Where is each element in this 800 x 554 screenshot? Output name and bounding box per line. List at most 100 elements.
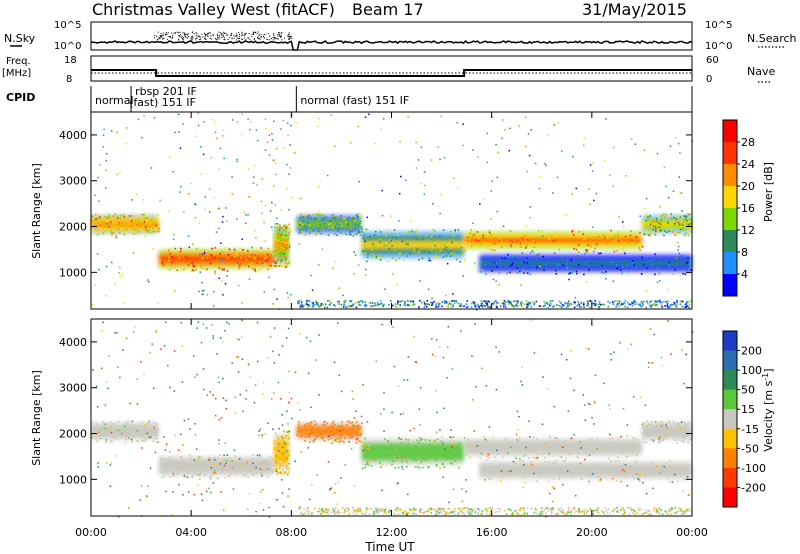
power-colorbar-tick-label: 16: [741, 202, 755, 215]
power-colorbar-label: Power [dB]: [762, 162, 775, 222]
velocity-colorbar-swatch: [723, 487, 737, 508]
freq-tick-top: 18: [64, 55, 77, 66]
backscatter-band: [273, 223, 291, 269]
power-colorbar-swatch: [723, 164, 737, 187]
noise-panel: N.Sky 10^5 10^0 10^5 10^0 N.Search: [4, 20, 797, 52]
time-tick-label: 16:00: [476, 526, 508, 539]
frequency-line: [91, 69, 692, 77]
backscatter-band: [296, 420, 363, 444]
power-colorbar-tick-label: 20: [741, 180, 755, 193]
time-tick-label: 00:00: [676, 526, 708, 539]
power-ylabel: Slant Range [km]: [30, 163, 43, 259]
range-tick-label: 2000: [59, 221, 87, 234]
range-tick-label: 3000: [59, 175, 87, 188]
range-tick-label: 2000: [59, 428, 87, 441]
time-axis-label: Time UT: [364, 540, 415, 554]
velocity-colorbar-tick-label: -100: [741, 462, 766, 475]
power-colorbar-tick-label: 28: [741, 136, 755, 149]
velocity-colorbar-tick-label: -15: [741, 423, 759, 436]
backscatter-band: [641, 213, 693, 237]
power-colorbar-swatch: [723, 230, 737, 253]
power-colorbar-swatch: [723, 274, 737, 297]
time-tick-label: 08:00: [275, 526, 307, 539]
time-tick-label: 04:00: [175, 526, 207, 539]
velocity-colorbar-tick-label: -200: [741, 481, 766, 494]
cpid-label: CPID: [6, 91, 35, 104]
freq-unit-label: [MHz]: [2, 68, 31, 79]
cpid-segment-label: normal (fast) 151 IF: [300, 94, 409, 107]
range-tick-label: 1000: [59, 473, 87, 486]
noise-search-label: N.Search: [747, 32, 797, 45]
range-tick-label: 3000: [59, 382, 87, 395]
frequency-panel: Freq. [MHz] 18 8 60 0 Nave: [2, 55, 775, 85]
backscatter-band: [158, 454, 275, 480]
velocity-colorbar-swatch: [723, 331, 737, 352]
power-colorbar-tick-label: 8: [741, 246, 748, 259]
velocity-panel: 1000 2000 3000 4000 Slant Range [km] 200 100…: [30, 318, 775, 518]
velocity-colorbar-swatch: [723, 370, 737, 391]
velocity-colorbar-swatch: [723, 389, 737, 410]
velocity-colorbar-tick-label: 100: [741, 364, 762, 377]
velocity-colorbar-tick-label: 200: [741, 345, 762, 358]
power-colorbar-swatch: [723, 208, 737, 231]
noise-sky-label: N.Sky: [4, 32, 36, 45]
station-title: Christmas Valley West (fitACF): [92, 0, 335, 19]
noise-right-tick-bottom: 10^0: [705, 41, 732, 52]
beam-label: Beam 17: [352, 0, 424, 19]
velocity-colorbar-swatch: [723, 428, 737, 449]
backscatter-band: [91, 213, 160, 237]
power-colorbar-swatch: [723, 186, 737, 209]
cpid-segment-label: normal: [95, 94, 134, 107]
noise-left-tick-bottom: 10^0: [54, 41, 81, 52]
range-tick-label: 1000: [59, 266, 87, 279]
power-colorbar-tick-label: 12: [741, 224, 755, 237]
cpid-segment-label: rbsp 201 IF: [135, 85, 197, 98]
noise-sky-points: [154, 31, 293, 41]
velocity-colorbar-tick-label: -50: [741, 442, 759, 455]
time-tick-label: 20:00: [576, 526, 608, 539]
velocity-colorbar-label: Velocity [m s-1]: [761, 368, 775, 451]
range-tick-label: 4000: [59, 129, 87, 142]
backscatter-band: [464, 229, 644, 253]
backscatter-band: [464, 436, 642, 460]
power-colorbar-swatch: [723, 142, 737, 165]
nave-tick-bottom: 0: [706, 74, 712, 85]
backscatter-band: [479, 459, 694, 483]
backscatter-band: [361, 436, 466, 470]
backscatter-band: [361, 228, 466, 263]
power-colorbar-swatch: [723, 120, 737, 143]
nave-label: Nave: [747, 65, 775, 78]
cpid-segment-label-line2: (fast) 151 IF: [129, 96, 196, 109]
velocity-colorbar-swatch: [723, 448, 737, 469]
velocity-colorbar-tick-label: 50: [741, 384, 755, 397]
velocity-colorbar-swatch: [723, 467, 737, 488]
power-colorbar-swatch: [723, 252, 737, 275]
backscatter-band: [641, 420, 693, 444]
time-tick-label: 12:00: [376, 526, 408, 539]
date-label: 31/May/2015: [582, 0, 687, 19]
range-tick-label: 4000: [59, 336, 87, 349]
time-axis: 00:00 04:00 08:00 12:00 16:00 20:00 00:00: [75, 112, 708, 539]
velocity-colorbar-tick-label: 15: [741, 403, 755, 416]
velocity-colorbar-swatch: [723, 350, 737, 371]
time-tick-label: 00:00: [75, 526, 107, 539]
velocity-colorbar-swatch: [723, 409, 737, 430]
scatter-noise: [91, 112, 694, 311]
freq-tick-bottom: 8: [66, 74, 72, 85]
backscatter-band: [158, 247, 276, 273]
power-colorbar-tick-label: 24: [741, 158, 755, 171]
noise-left-tick-top: 10^5: [54, 20, 81, 31]
power-colorbar-tick-label: 4: [741, 268, 748, 281]
backscatter-band: [273, 430, 291, 476]
power-panel: 1000 2000 3000 4000 Slant Range [km] 28 24 20…: [30, 111, 775, 311]
backscatter-band: [296, 213, 363, 237]
backscatter-band: [91, 420, 160, 444]
backscatter-band: [479, 252, 692, 276]
freq-label: Freq.: [6, 56, 31, 67]
noise-right-tick-top: 10^5: [705, 20, 732, 31]
nave-tick-top: 60: [706, 55, 719, 66]
noise-search-line: [90, 39, 693, 51]
velocity-ylabel: Slant Range [km]: [30, 370, 43, 466]
